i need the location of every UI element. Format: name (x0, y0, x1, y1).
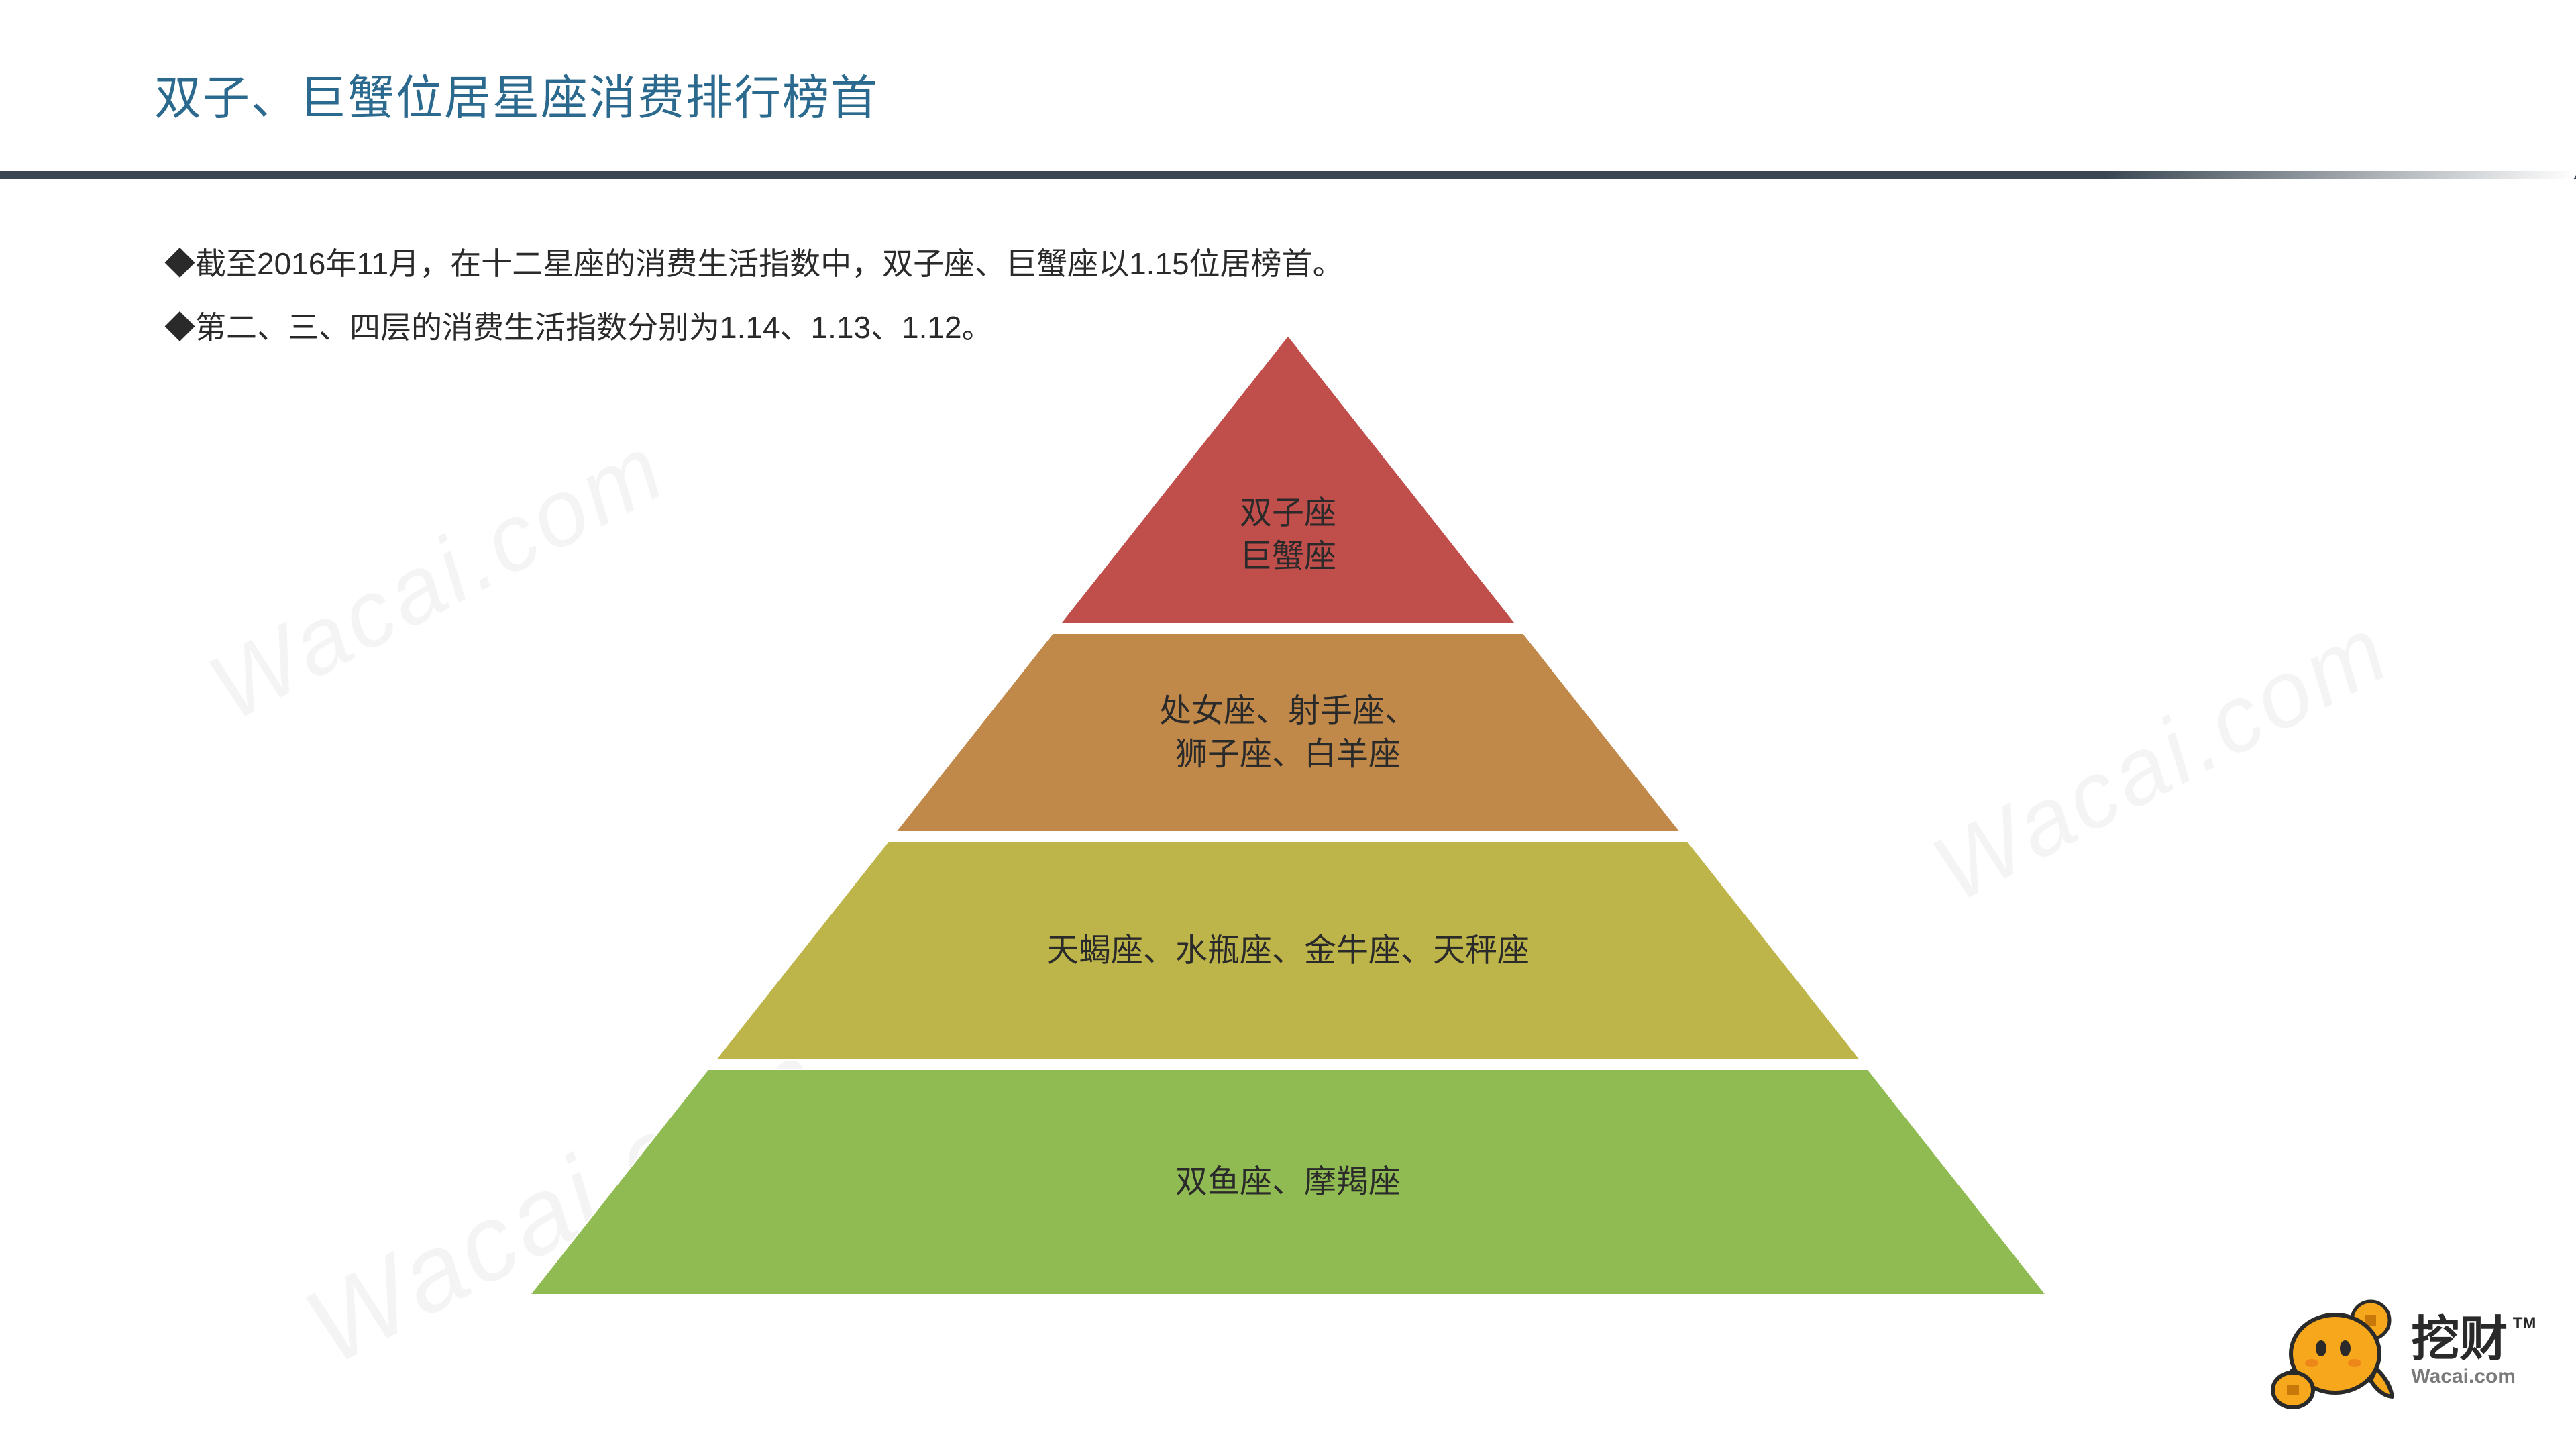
pyramid-tier-label: 双子座 (1240, 495, 1336, 531)
pyramid-tier-label: 天蝎座、水瓶座、金牛座、天秤座 (1046, 933, 1529, 969)
bullet-item: ◆截至2016年11月，在十二星座的消费生活指数中，双子座、巨蟹座以1.15位居… (164, 235, 1344, 293)
mascot-icon (2271, 1295, 2399, 1409)
pyramid-tier (1060, 335, 1516, 624)
pyramid-svg: 双子座巨蟹座处女座、射手座、狮子座、白羊座天蝎座、水瓶座、金牛座、天秤座双鱼座、… (530, 335, 2046, 1342)
logo-brand-text: 挖财 (2411, 1313, 2508, 1366)
pyramid-tier-label: 双鱼座、摩羯座 (1175, 1165, 1401, 1200)
pyramid-tier-label: 处女座、射手座、 (1159, 693, 1417, 729)
title-divider (0, 171, 2576, 184)
brand-logo: 挖财 TM Wacai.com (2271, 1295, 2516, 1409)
divider-accent (2104, 171, 2576, 179)
pyramid-tier (896, 633, 1680, 832)
page-title: 双子、巨蟹位居星座消费排行榜首 (154, 60, 879, 128)
pyramid-tier-label: 狮子座、白羊座 (1175, 737, 1401, 772)
pyramid-tier-label: 巨蟹座 (1240, 539, 1336, 574)
logo-url: Wacai.com (2411, 1365, 2516, 1388)
logo-tm: TM (2513, 1316, 2536, 1332)
logo-text: 挖财 TM Wacai.com (2411, 1316, 2516, 1388)
pyramid-chart: 双子座巨蟹座处女座、射手座、狮子座、白羊座天蝎座、水瓶座、金牛座、天秤座双鱼座、… (530, 335, 2046, 1342)
logo-brand-name: 挖财 TM (2411, 1316, 2508, 1364)
